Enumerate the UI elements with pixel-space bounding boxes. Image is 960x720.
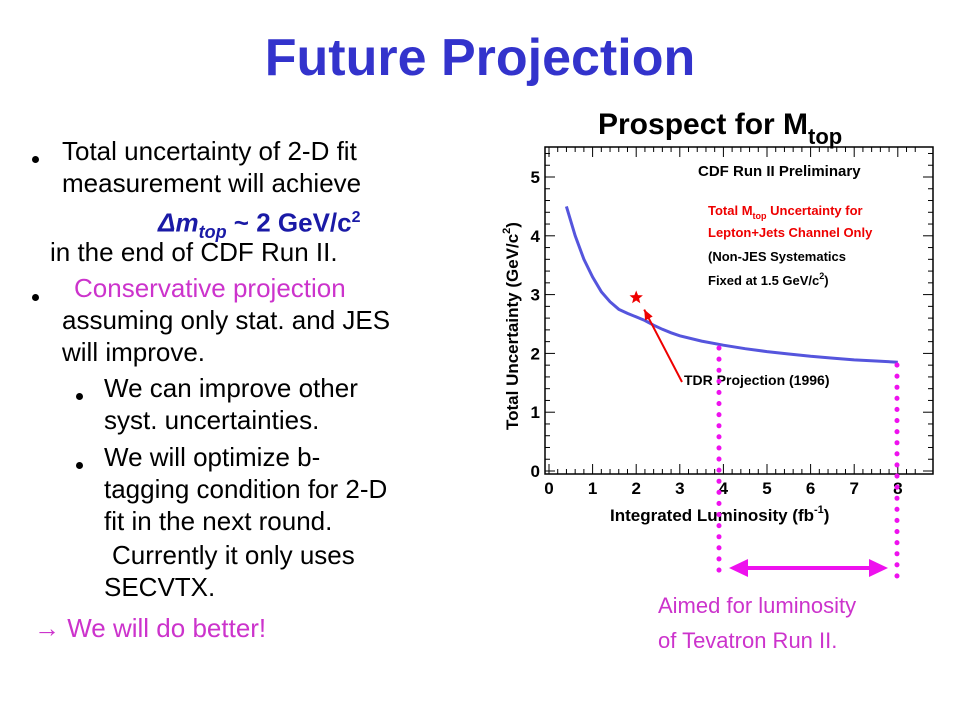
subbullet-dot — [76, 462, 83, 469]
x-axis-label: Integrated Luminosity (fb-1) — [610, 504, 829, 525]
subbullet-1-line-1: We can improve other — [104, 373, 358, 403]
mass-formula: Δmtop ~ 2 GeV/c2 — [158, 202, 361, 248]
tdr-projection-label: TDR Projection (1996) — [684, 372, 829, 388]
x-tick-label: 6 — [806, 479, 815, 498]
y-tick-label: 1 — [531, 403, 540, 422]
bullet-1-line-2: measurement will achieve — [62, 168, 362, 198]
x-axis-label-sup: -1 — [814, 504, 824, 516]
tdr-arrowhead — [644, 309, 653, 321]
bullet-dot — [32, 156, 39, 163]
formula-tail: in the end of CDF Run II. — [50, 237, 338, 267]
bullet-dot — [32, 294, 39, 301]
range-arrowhead-left — [729, 559, 748, 577]
x-tick-label: 7 — [849, 479, 858, 498]
x-tick-label: 2 — [631, 479, 640, 498]
bullet-2-line-2: assuming only stat. and JES — [62, 305, 391, 335]
x-tick-label: 4 — [719, 479, 729, 498]
chart-title-main: Prospect for M — [598, 108, 809, 141]
uncertainty-curve — [564, 205, 898, 364]
y-axis-label: Total Uncertainty (GeV/c2) — [501, 222, 522, 430]
x-tick-label: 3 — [675, 479, 684, 498]
chart-legend: CDF Run II Preliminary Total Mtop Uncerta… — [698, 163, 873, 288]
legend-line: Total Mtop Uncertainty for — [708, 203, 863, 221]
legend-line: Fixed at 1.5 GeV/c2) — [708, 271, 829, 288]
plot-frame — [544, 146, 934, 475]
y-tick-label: 3 — [531, 286, 540, 305]
y-tick-label: 4 — [531, 227, 541, 246]
annotation-line-1: Aimed for luminosity — [658, 593, 857, 618]
formula-prefix: Δm — [158, 207, 199, 238]
range-arrowhead-right — [869, 559, 888, 577]
chart-title: Prospect for Mtop — [598, 108, 842, 150]
subbullet-1-line-2: syst. uncertainties. — [104, 405, 320, 435]
bullet-2-line-1: Conservative projection — [74, 273, 346, 303]
x-tick-label: 5 — [762, 479, 771, 498]
subbullet-2-line-1: We will optimize b- — [104, 442, 321, 472]
bullet-1-line-1: Total uncertainty of 2-D fit — [62, 136, 357, 166]
annotation-line-2: of Tevatron Run II. — [658, 628, 838, 653]
slide-title: Future Projection — [264, 29, 696, 87]
tdr-star-marker — [629, 290, 643, 304]
subbullet-2-line-3: fit in the next round. — [104, 506, 333, 536]
chart-title-subscript: top — [808, 124, 843, 149]
y-axis-label-sup: 2 — [501, 228, 513, 234]
formula-subscript: top — [198, 221, 227, 242]
y-tick-label: 5 — [531, 168, 540, 187]
subbullet-2-line-2: tagging condition for 2-D — [104, 474, 388, 504]
x-tick-label: 1 — [588, 479, 597, 498]
y-tick-label: 0 — [531, 462, 540, 481]
subbullet-dot — [76, 393, 83, 400]
tdr-arrow-line — [643, 309, 683, 383]
y-tick-label: 2 — [531, 344, 540, 363]
conclusion-text: → We will do better! — [34, 613, 267, 643]
formula-approx: ~ 2 GeV/c — [233, 207, 352, 238]
continuation-line-1: Currently it only uses — [112, 540, 355, 570]
bullet-2-line-3: will improve. — [62, 337, 206, 367]
legend-line: (Non-JES Systematics — [708, 249, 846, 264]
legend-line: CDF Run II Preliminary — [698, 163, 861, 180]
legend-line: Lepton+Jets Channel Only — [708, 225, 873, 240]
continuation-line-2: SECVTX. — [104, 572, 216, 602]
x-tick-label: 0 — [544, 479, 553, 498]
formula-superscript: 2 — [351, 209, 361, 226]
